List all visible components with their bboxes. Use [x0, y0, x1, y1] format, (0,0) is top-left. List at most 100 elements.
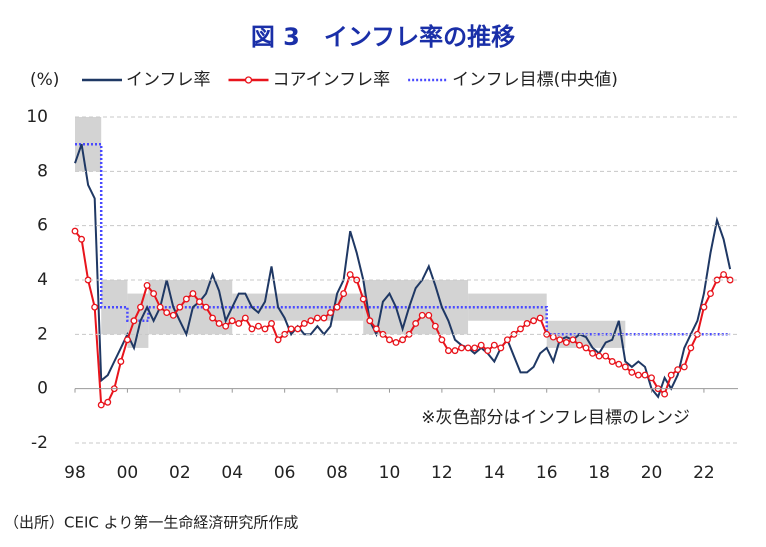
- marker: [425, 311, 433, 319]
- marker: [608, 358, 616, 365]
- marker: [248, 325, 256, 333]
- marker: [477, 341, 485, 349]
- marker: [569, 336, 577, 344]
- legend-marker: [244, 76, 253, 84]
- marker: [562, 339, 570, 346]
- marker: [268, 320, 275, 327]
- marker: [615, 360, 623, 368]
- marker: [399, 336, 407, 344]
- marker: [707, 290, 714, 298]
- marker: [431, 322, 439, 330]
- marker: [327, 309, 334, 317]
- marker: [228, 317, 236, 325]
- marker: [254, 322, 262, 330]
- marker: [490, 341, 498, 349]
- marker: [648, 374, 655, 382]
- marker: [176, 303, 184, 311]
- marker: [444, 347, 452, 355]
- marker: [215, 320, 223, 327]
- marker: [621, 363, 629, 371]
- marker: [523, 320, 531, 327]
- marker: [137, 303, 144, 311]
- marker: [412, 320, 420, 327]
- x-tick-label: 98: [64, 463, 86, 483]
- marker: [222, 322, 230, 330]
- marker: [91, 303, 99, 311]
- marker: [576, 341, 583, 349]
- marker: [458, 344, 465, 352]
- marker: [261, 325, 269, 333]
- marker: [104, 398, 112, 406]
- y-tick-label: 2: [37, 324, 48, 344]
- marker: [333, 303, 341, 311]
- marker: [196, 298, 203, 306]
- series-line: [74, 143, 732, 399]
- marker: [667, 371, 675, 379]
- y-tick-label: 10: [26, 107, 48, 127]
- marker: [117, 358, 125, 365]
- marker: [182, 295, 190, 303]
- marker: [503, 336, 511, 344]
- marker: [346, 271, 354, 279]
- marker: [530, 317, 538, 325]
- marker: [156, 303, 164, 311]
- y-tick-label: 0: [37, 379, 48, 399]
- annotation: ※灰色部分はインフレ目標のレンジ: [421, 408, 690, 428]
- marker: [464, 344, 472, 352]
- x-tick-label: 02: [169, 463, 191, 483]
- marker: [294, 325, 302, 333]
- marker: [130, 317, 138, 325]
- marker: [359, 295, 367, 303]
- source: （出所）CEIC より第一生命経済研究所作成: [4, 514, 298, 532]
- marker: [235, 320, 243, 327]
- y-axis-label: (%): [30, 70, 59, 90]
- y-tick-label: 6: [37, 216, 48, 236]
- marker: [150, 290, 158, 298]
- marker: [307, 317, 315, 325]
- marker: [392, 339, 400, 346]
- marker: [287, 325, 295, 333]
- x-tick-label: 22: [693, 463, 715, 483]
- marker: [169, 311, 177, 319]
- marker: [634, 371, 642, 379]
- legend-label: インフレ目標(中央値): [452, 70, 618, 90]
- x-tick-label: 14: [483, 463, 505, 483]
- marker: [720, 271, 728, 279]
- marker: [641, 371, 649, 379]
- marker: [300, 320, 308, 327]
- y-tick-label: 4: [37, 270, 48, 290]
- plot: [71, 117, 734, 409]
- marker: [71, 227, 79, 235]
- marker: [209, 314, 217, 322]
- marker: [471, 344, 479, 352]
- marker: [517, 325, 524, 333]
- marker: [680, 363, 688, 371]
- marker: [97, 401, 105, 409]
- target-band: [468, 293, 547, 321]
- marker: [189, 290, 197, 298]
- x-tick-label: 12: [431, 463, 453, 483]
- marker: [595, 352, 603, 360]
- marker: [386, 336, 393, 344]
- x-tick-label: 00: [117, 463, 139, 483]
- x-tick-label: 16: [536, 463, 558, 483]
- x-tick-label: 10: [379, 463, 401, 483]
- marker: [536, 314, 544, 322]
- marker: [320, 314, 328, 322]
- marker: [589, 349, 597, 357]
- marker: [602, 352, 610, 360]
- marker: [582, 344, 590, 352]
- marker: [438, 336, 446, 344]
- marker: [418, 311, 426, 319]
- marker: [123, 336, 131, 344]
- chart-title: 図 3 インフレ率の推移: [251, 23, 515, 51]
- legend-label: コアインフレ率: [273, 70, 391, 90]
- marker: [340, 290, 348, 298]
- x-tick-label: 06: [274, 463, 296, 483]
- marker: [372, 325, 380, 333]
- marker: [274, 336, 282, 344]
- marker: [549, 333, 557, 341]
- marker: [700, 303, 708, 311]
- marker: [163, 309, 171, 317]
